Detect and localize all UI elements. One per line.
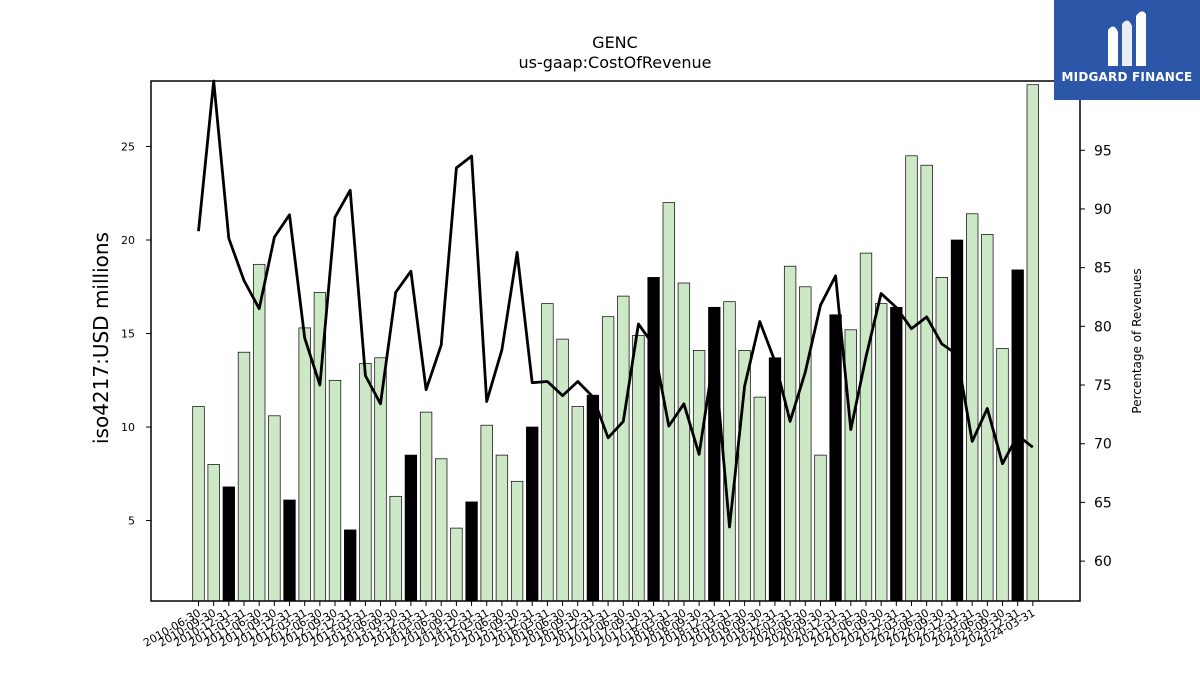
y2-tick-label: 70 (1094, 437, 1112, 453)
bar (495, 454, 509, 602)
logo-mark-icon (1108, 11, 1146, 67)
y2-tick-label: 65 (1094, 495, 1112, 511)
bar (708, 306, 721, 602)
bar (890, 306, 903, 602)
bar (526, 426, 539, 602)
left-axis: 5 10 15 20 25 (121, 140, 151, 528)
bar (950, 239, 964, 602)
y-axis-label: iso4217:USD millions (89, 232, 113, 444)
bar (814, 454, 827, 602)
bar (601, 316, 615, 602)
bar (359, 363, 372, 602)
bar (753, 396, 766, 602)
y-tick-label: 5 (128, 515, 135, 528)
bar (692, 350, 706, 602)
bar (253, 263, 266, 602)
bar (617, 295, 630, 602)
bar (419, 411, 433, 602)
bar (283, 499, 296, 602)
y2-tick-label: 80 (1094, 319, 1112, 335)
bar (222, 486, 235, 602)
y-tick-label: 10 (121, 421, 135, 434)
bar (1026, 84, 1039, 602)
series-line (197, 79, 1034, 529)
chart-title: GENC (592, 33, 638, 52)
y2-tick-label: 95 (1094, 143, 1112, 159)
bar (935, 277, 948, 602)
bar (829, 314, 842, 602)
bar (268, 415, 281, 602)
y2-tick-label: 85 (1094, 261, 1112, 277)
y-tick-label: 15 (121, 328, 135, 341)
bar (996, 348, 1009, 602)
bar (859, 252, 873, 602)
bar (783, 265, 797, 602)
bar (556, 338, 569, 602)
bar-group (192, 84, 1039, 602)
bar (389, 495, 402, 602)
bar (768, 357, 782, 602)
chart-subtitle: us-gaap:CostOfRevenue (518, 53, 711, 72)
bar (920, 164, 933, 602)
bar (404, 454, 418, 602)
bar (465, 501, 478, 602)
bar (875, 303, 888, 602)
bar (966, 213, 979, 602)
bar (480, 424, 493, 602)
y2-axis-label: Percentage of Revenues (1130, 268, 1144, 413)
bar (344, 529, 357, 602)
bar (510, 480, 524, 602)
bar (677, 282, 691, 602)
x-axis: 2010-06-302010-09-302010-12-312011-03-31… (141, 601, 1037, 650)
bar (632, 335, 645, 602)
bar (192, 406, 205, 602)
bar (450, 527, 463, 602)
bar (237, 351, 251, 602)
y-tick-label: 25 (121, 140, 135, 153)
y2-tick-label: 75 (1094, 378, 1112, 394)
bar (435, 458, 448, 602)
bar (844, 329, 857, 602)
bar (905, 155, 918, 602)
bar (571, 406, 584, 602)
y2-tick-label: 60 (1094, 554, 1112, 570)
bar (799, 286, 812, 602)
bar (586, 394, 600, 602)
bar (541, 303, 554, 602)
bar (207, 464, 220, 602)
bar (298, 327, 311, 602)
y-tick-label: 20 (121, 234, 135, 247)
bar (723, 301, 736, 602)
bar (328, 379, 342, 602)
logo: MIDGARD FINANCE (1054, 0, 1200, 100)
logo-text: MIDGARD FINANCE (1061, 70, 1193, 84)
bar (647, 277, 660, 602)
right-axis: 60 65 70 75 80 85 90 95 (1080, 143, 1112, 570)
plot-frame (150, 80, 1081, 602)
y2-tick-label: 90 (1094, 202, 1112, 218)
